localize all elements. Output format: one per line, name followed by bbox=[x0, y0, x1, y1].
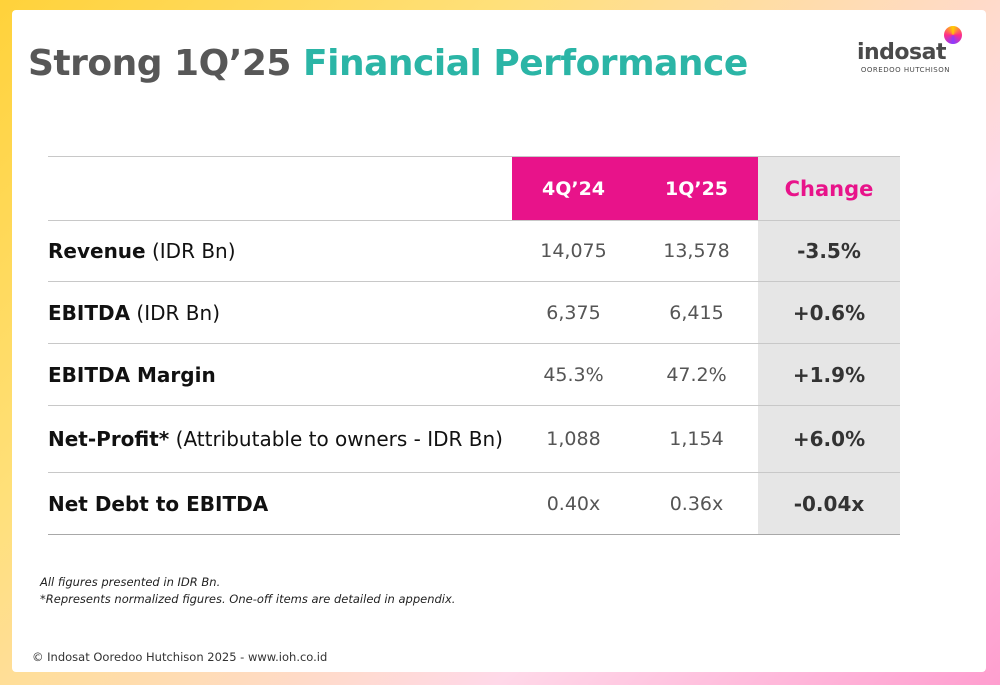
value-1q25: 0.36x bbox=[669, 492, 724, 515]
value-1q25: 6,415 bbox=[669, 301, 724, 324]
value-1q25: 47.2% bbox=[666, 363, 727, 386]
row-label-unit: (IDR Bn) bbox=[145, 239, 236, 263]
logo-mark-icon bbox=[944, 26, 962, 44]
header-change: Change bbox=[758, 156, 900, 221]
value-change: +1.9% bbox=[758, 343, 900, 406]
table-row: EBITDA (IDR Bn) 6,375 6,415 +0.6% bbox=[48, 281, 900, 344]
table-row: Net-Profit* (Attributable to owners - ID… bbox=[48, 405, 900, 473]
table-row: Revenue (IDR Bn) 14,075 13,578 -3.5% bbox=[48, 220, 900, 282]
value-4q24: 14,075 bbox=[540, 240, 607, 262]
row-label: Net-Profit* (Attributable to owners - ID… bbox=[48, 406, 512, 473]
header-4q24: 4Q’24 bbox=[512, 156, 635, 221]
row-label: EBITDA (IDR Bn) bbox=[48, 282, 512, 344]
row-label-bold: Revenue bbox=[48, 239, 146, 263]
logo-wordmark: indosat bbox=[856, 40, 947, 65]
row-label-bold: Net Debt to EBITDA bbox=[48, 491, 269, 516]
row-label-unit: (IDR Bn) bbox=[130, 300, 220, 325]
header-1q25: 1Q’25 bbox=[635, 156, 758, 221]
value-4q24: 1,088 bbox=[546, 428, 601, 450]
value-1q25: 13,578 bbox=[663, 240, 730, 262]
row-label: Revenue (IDR Bn) bbox=[48, 221, 512, 282]
value-change: +6.0% bbox=[758, 405, 900, 473]
financial-table: 4Q’24 1Q’25 Change Revenue (IDR Bn) 14,0… bbox=[48, 156, 900, 535]
footnote-line: *Represents normalized figures. One-off … bbox=[40, 592, 456, 606]
value-change: +0.6% bbox=[758, 281, 900, 344]
table-row: Net Debt to EBITDA 0.40x 0.36x -0.04x bbox=[48, 472, 900, 535]
indosat-logo: indosat OOREDOO HUTCHISON bbox=[842, 20, 962, 80]
page-title: Strong 1Q’25 Financial Performance bbox=[28, 42, 748, 86]
row-label-unit: (Attributable to owners - IDR Bn) bbox=[169, 427, 503, 451]
row-label: Net Debt to EBITDA bbox=[48, 473, 512, 535]
table-header-row: 4Q’24 1Q’25 Change bbox=[48, 156, 900, 221]
row-label: EBITDA Margin bbox=[48, 344, 512, 406]
value-4q24: 0.40x bbox=[546, 492, 601, 515]
footnote-line: All figures presented in IDR Bn. bbox=[40, 575, 221, 589]
table-row: EBITDA Margin 45.3% 47.2% +1.9% bbox=[48, 343, 900, 406]
logo-subtitle: OOREDOO HUTCHISON bbox=[860, 66, 950, 74]
slide: Strong 1Q’25 Financial Performance indos… bbox=[12, 10, 986, 672]
value-1q25: 1,154 bbox=[669, 428, 724, 450]
value-change: -0.04x bbox=[758, 472, 900, 535]
value-4q24: 6,375 bbox=[546, 301, 601, 324]
title-part-2: Financial Performance bbox=[303, 43, 748, 84]
value-4q24: 45.3% bbox=[543, 363, 604, 386]
header-blank-cell bbox=[48, 156, 512, 221]
row-label-bold: EBITDA Margin bbox=[48, 362, 216, 387]
footnotes: All figures presented in IDR Bn. *Repres… bbox=[40, 574, 455, 608]
row-label-bold: Net-Profit* bbox=[48, 427, 170, 451]
copyright-footer: © Indosat Ooredoo Hutchison 2025 - www.i… bbox=[32, 650, 328, 664]
title-part-1: Strong 1Q’25 bbox=[28, 43, 291, 84]
row-label-bold: EBITDA bbox=[48, 300, 131, 325]
value-change: -3.5% bbox=[758, 220, 900, 282]
